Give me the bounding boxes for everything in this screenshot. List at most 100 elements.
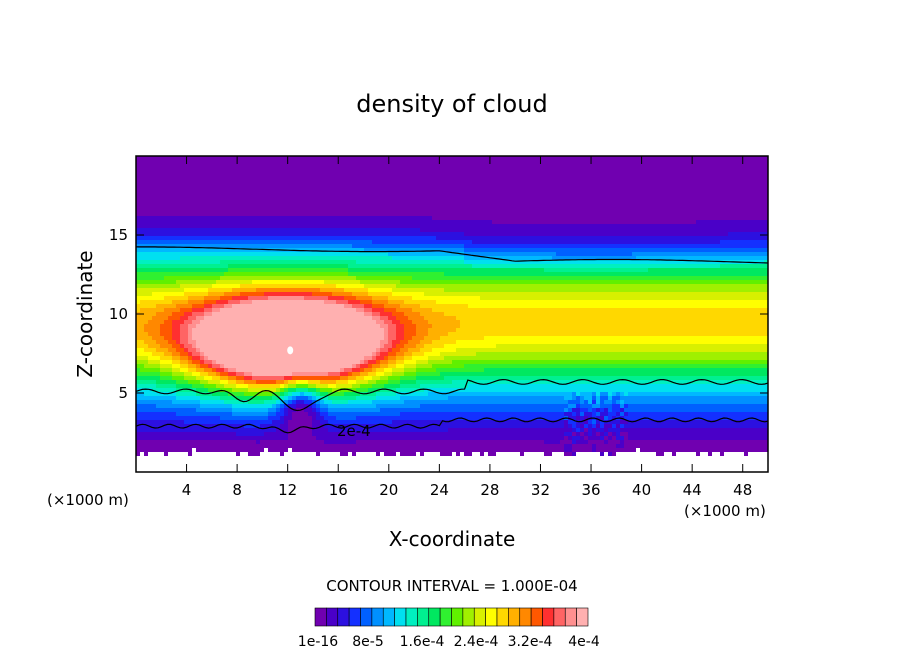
field-cell bbox=[292, 200, 297, 205]
field-cell bbox=[676, 216, 681, 221]
field-cell bbox=[612, 192, 617, 197]
field-cell bbox=[156, 184, 161, 189]
field-cell bbox=[640, 188, 645, 193]
field-cell bbox=[668, 208, 673, 213]
field-cell bbox=[740, 224, 745, 229]
field-cell bbox=[448, 192, 453, 197]
field-cell bbox=[324, 260, 329, 265]
field-cell bbox=[624, 164, 629, 169]
field-cell bbox=[372, 180, 377, 185]
field-cell bbox=[596, 184, 601, 189]
field-cell bbox=[448, 224, 453, 229]
field-cell bbox=[500, 232, 505, 237]
field-cell bbox=[564, 164, 569, 169]
field-cell bbox=[444, 224, 449, 229]
field-cell bbox=[392, 236, 397, 241]
field-cell bbox=[344, 188, 349, 193]
field-cell bbox=[172, 216, 177, 221]
field-cell bbox=[500, 216, 505, 221]
field-cell bbox=[204, 192, 209, 197]
field-cell bbox=[440, 156, 445, 161]
field-cell bbox=[200, 220, 205, 225]
field-cell bbox=[656, 188, 661, 193]
field-cell bbox=[352, 248, 357, 253]
field-cell bbox=[512, 272, 517, 277]
field-cell bbox=[528, 236, 533, 241]
field-cell bbox=[636, 236, 641, 241]
field-cell bbox=[404, 216, 409, 221]
field-cell bbox=[708, 272, 713, 277]
field-cell bbox=[728, 228, 733, 233]
field-cell bbox=[388, 216, 393, 221]
field-cell bbox=[728, 264, 733, 269]
field-cell bbox=[436, 268, 441, 273]
field-cell bbox=[740, 232, 745, 237]
field-cell bbox=[404, 196, 409, 201]
field-cell bbox=[572, 220, 577, 225]
field-cell bbox=[568, 252, 573, 257]
field-cell bbox=[292, 260, 297, 265]
field-cell bbox=[432, 212, 437, 217]
field-cell bbox=[520, 208, 525, 213]
field-cell bbox=[156, 176, 161, 181]
field-cell bbox=[300, 264, 305, 269]
field-cell bbox=[704, 248, 709, 253]
field-cell bbox=[188, 188, 193, 193]
field-cell bbox=[144, 256, 149, 261]
field-cell bbox=[712, 188, 717, 193]
field-cell bbox=[748, 168, 753, 173]
field-cell bbox=[212, 280, 217, 285]
field-cell bbox=[600, 264, 605, 269]
field-cell bbox=[332, 164, 337, 169]
field-cell bbox=[508, 208, 513, 213]
field-cell bbox=[612, 196, 617, 201]
field-cell bbox=[228, 264, 233, 269]
field-cell bbox=[204, 160, 209, 165]
field-cell bbox=[704, 212, 709, 217]
field-cell bbox=[144, 164, 149, 169]
field-cell bbox=[136, 208, 141, 213]
field-cell bbox=[240, 160, 245, 165]
field-cell bbox=[504, 228, 509, 233]
field-cell bbox=[484, 264, 489, 269]
field-cell bbox=[676, 192, 681, 197]
field-cell bbox=[680, 192, 685, 197]
field-cell bbox=[752, 232, 757, 237]
field-cell bbox=[640, 240, 645, 245]
field-cell bbox=[228, 168, 233, 173]
field-cell bbox=[236, 164, 241, 169]
field-cell bbox=[700, 192, 705, 197]
field-cell bbox=[208, 172, 213, 177]
field-cell bbox=[492, 208, 497, 213]
field-cell bbox=[516, 232, 521, 237]
field-cell bbox=[204, 204, 209, 209]
field-cell bbox=[156, 216, 161, 221]
field-cell bbox=[480, 232, 485, 237]
field-cell bbox=[656, 216, 661, 221]
field-cell bbox=[368, 188, 373, 193]
field-cell bbox=[600, 168, 605, 173]
field-cell bbox=[760, 156, 765, 161]
field-cell bbox=[428, 248, 433, 253]
field-cell bbox=[136, 156, 141, 161]
field-cell bbox=[644, 224, 649, 229]
field-cell bbox=[676, 248, 681, 253]
field-cell bbox=[136, 164, 141, 169]
field-cell bbox=[604, 156, 609, 161]
field-cell bbox=[516, 204, 521, 209]
field-cell bbox=[752, 216, 757, 221]
field-cell bbox=[752, 236, 757, 241]
field-cell bbox=[632, 224, 637, 229]
field-cell bbox=[252, 160, 257, 165]
field-cell bbox=[212, 204, 217, 209]
field-cell bbox=[708, 268, 713, 273]
field-cell bbox=[520, 164, 525, 169]
field-cell bbox=[248, 264, 253, 269]
field-cell bbox=[660, 188, 665, 193]
field-cell bbox=[320, 216, 325, 221]
field-cell bbox=[140, 180, 145, 185]
field-cell bbox=[240, 272, 245, 277]
field-cell bbox=[404, 204, 409, 209]
field-cell bbox=[344, 200, 349, 205]
field-cell bbox=[288, 176, 293, 181]
